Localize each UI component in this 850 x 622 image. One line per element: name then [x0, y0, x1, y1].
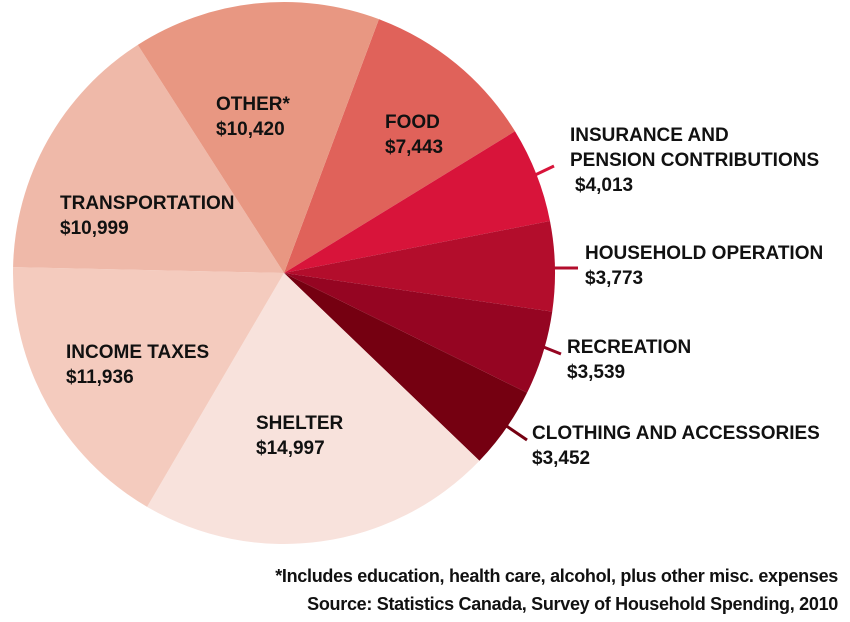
pie-slice-recreation	[284, 273, 553, 393]
leader-line-recreation	[540, 344, 562, 356]
slice-value-shelter: $14,997	[256, 438, 325, 459]
slice-label-insurance-and-pension-contributions-line-1: INSURANCE AND	[570, 125, 729, 146]
slice-label-recreation: RECREATION	[567, 337, 691, 358]
pie-slice-income-taxes	[12, 267, 285, 507]
leader-lines	[504, 164, 578, 442]
source-note: Source: Statistics Canada, Survey of Hou…	[307, 594, 838, 614]
pie-chart: FOOD $7,443 INSURANCE AND PENSION CONTRIBUT…	[12, 1, 823, 544]
leader-line-clothing-and-accessories	[504, 423, 528, 442]
pie-slice-insurance-and-pension-contributions	[284, 131, 550, 273]
pie-slice-clothing-and-accessories	[284, 273, 528, 461]
slice-value-clothing-and-accessories: $3,452	[532, 448, 590, 469]
leader-line-insurance-and-pension-contributions	[532, 164, 555, 178]
pie-slice-other	[137, 1, 379, 274]
slice-label-clothing-and-accessories: CLOTHING AND ACCESSORIES	[532, 423, 820, 444]
slice-value-recreation: $3,539	[567, 362, 625, 383]
slice-value-income-taxes: $11,936	[66, 367, 134, 388]
slice-label-other: OTHER*	[216, 94, 291, 115]
slice-value-food: $7,443	[385, 137, 443, 158]
slice-value-transportation: $10,999	[60, 218, 129, 239]
pie-slices	[12, 1, 556, 544]
footnote: *Includes education, health care, alcoho…	[275, 566, 838, 586]
slice-label-shelter: SHELTER	[256, 413, 344, 434]
slice-label-transportation: TRANSPORTATION	[60, 193, 235, 214]
pie-slice-transportation	[13, 44, 285, 273]
slice-label-insurance-and-pension-contributions-line-2: PENSION CONTRIBUTIONS	[570, 150, 819, 171]
pie-slice-shelter	[147, 273, 480, 544]
slice-labels: FOOD $7,443 INSURANCE AND PENSION CONTRIBUT…	[60, 94, 823, 469]
slice-value-insurance-and-pension-contributions: $4,013	[575, 175, 633, 196]
slice-label-food: FOOD	[385, 112, 440, 133]
slice-label-income-taxes: INCOME TAXES	[66, 342, 209, 363]
slice-value-other: $10,420	[216, 119, 285, 140]
pie-slice-household-operation	[284, 221, 556, 312]
pie-slice-food	[284, 19, 515, 273]
slice-value-household-operation: $3,773	[585, 268, 643, 289]
slice-label-household-operation: HOUSEHOLD OPERATION	[585, 243, 823, 264]
